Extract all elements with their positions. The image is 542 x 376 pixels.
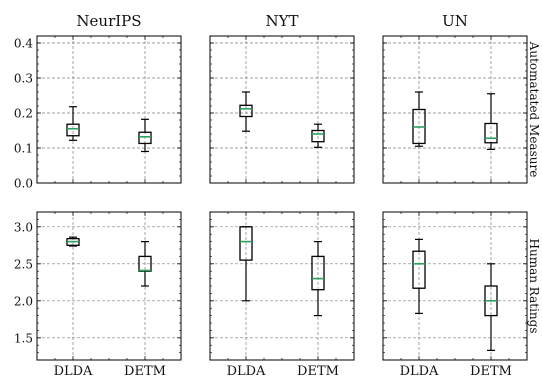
- x-tick-label: DLDA: [400, 364, 439, 376]
- y-tick-label: 0.0: [14, 177, 33, 191]
- row-label: Human Ratings: [527, 239, 541, 334]
- box-detm: [138, 241, 152, 287]
- panel-neurips-human-ratings: 1.5 2.0 2.5 3.0: [14, 211, 182, 361]
- box-detm: [484, 93, 498, 150]
- panel-nyt-human-ratings: [209, 211, 355, 361]
- box-iqr: [311, 129, 325, 143]
- box-dlda: [66, 106, 80, 141]
- box-iqr: [311, 255, 325, 291]
- box-dlda: [412, 238, 426, 314]
- box-detm: [484, 263, 498, 351]
- column-title: NeurIPS: [76, 12, 141, 30]
- x-tick-label: DETM: [124, 364, 166, 376]
- box-dlda: [239, 226, 253, 302]
- box-iqr: [239, 226, 253, 261]
- box-dlda: [239, 91, 253, 132]
- row-label: Automatated Measure: [527, 41, 541, 178]
- y-tick-label: 0.1: [14, 142, 33, 156]
- y-tick-label: 3.0: [14, 220, 33, 234]
- x-tick-label: DETM: [470, 364, 512, 376]
- box-detm: [311, 241, 325, 317]
- box-dlda: [66, 236, 80, 247]
- panel-frame: [209, 35, 355, 184]
- box-iqr: [66, 123, 80, 137]
- panel-un-automatated-measure: [382, 35, 528, 184]
- box-iqr: [412, 250, 426, 289]
- panel-frame: [36, 35, 182, 184]
- panel-frame: [209, 211, 355, 361]
- column-title: NYT: [265, 12, 298, 30]
- box-detm: [138, 118, 152, 153]
- x-tick-label: DETM: [297, 364, 339, 376]
- box-detm: [311, 123, 325, 148]
- box-iqr: [239, 104, 253, 118]
- y-tick-label: 2.5: [14, 257, 33, 271]
- y-tick-label: 0.2: [14, 107, 33, 121]
- panel-un-human-ratings: [382, 211, 528, 361]
- column-title: UN: [442, 12, 468, 30]
- panel-frame: [36, 211, 182, 361]
- x-tick-label: DLDA: [227, 364, 266, 376]
- y-tick-label: 1.5: [14, 331, 33, 345]
- panel-frame: [382, 211, 528, 361]
- y-tick-label: 0.3: [14, 72, 33, 86]
- box-dlda: [412, 91, 426, 147]
- y-tick-label: 2.0: [14, 294, 33, 308]
- box-iqr: [138, 131, 152, 145]
- box-iqr: [484, 122, 498, 144]
- panel-frame: [382, 35, 528, 184]
- panels-layer: 0.0 0.1 0.2 0.3 0.4 1.5 2.0 2.5 3.0: [14, 35, 528, 361]
- x-tick-label: DLDA: [54, 364, 93, 376]
- panel-nyt-automatated-measure: [209, 35, 355, 184]
- panel-neurips-automatated-measure: 0.0 0.1 0.2 0.3 0.4: [14, 35, 182, 191]
- y-tick-label: 0.4: [14, 37, 33, 51]
- labels-layer: NeurIPS NYT UN Automatated Measure DLDA DETM D…: [54, 12, 541, 376]
